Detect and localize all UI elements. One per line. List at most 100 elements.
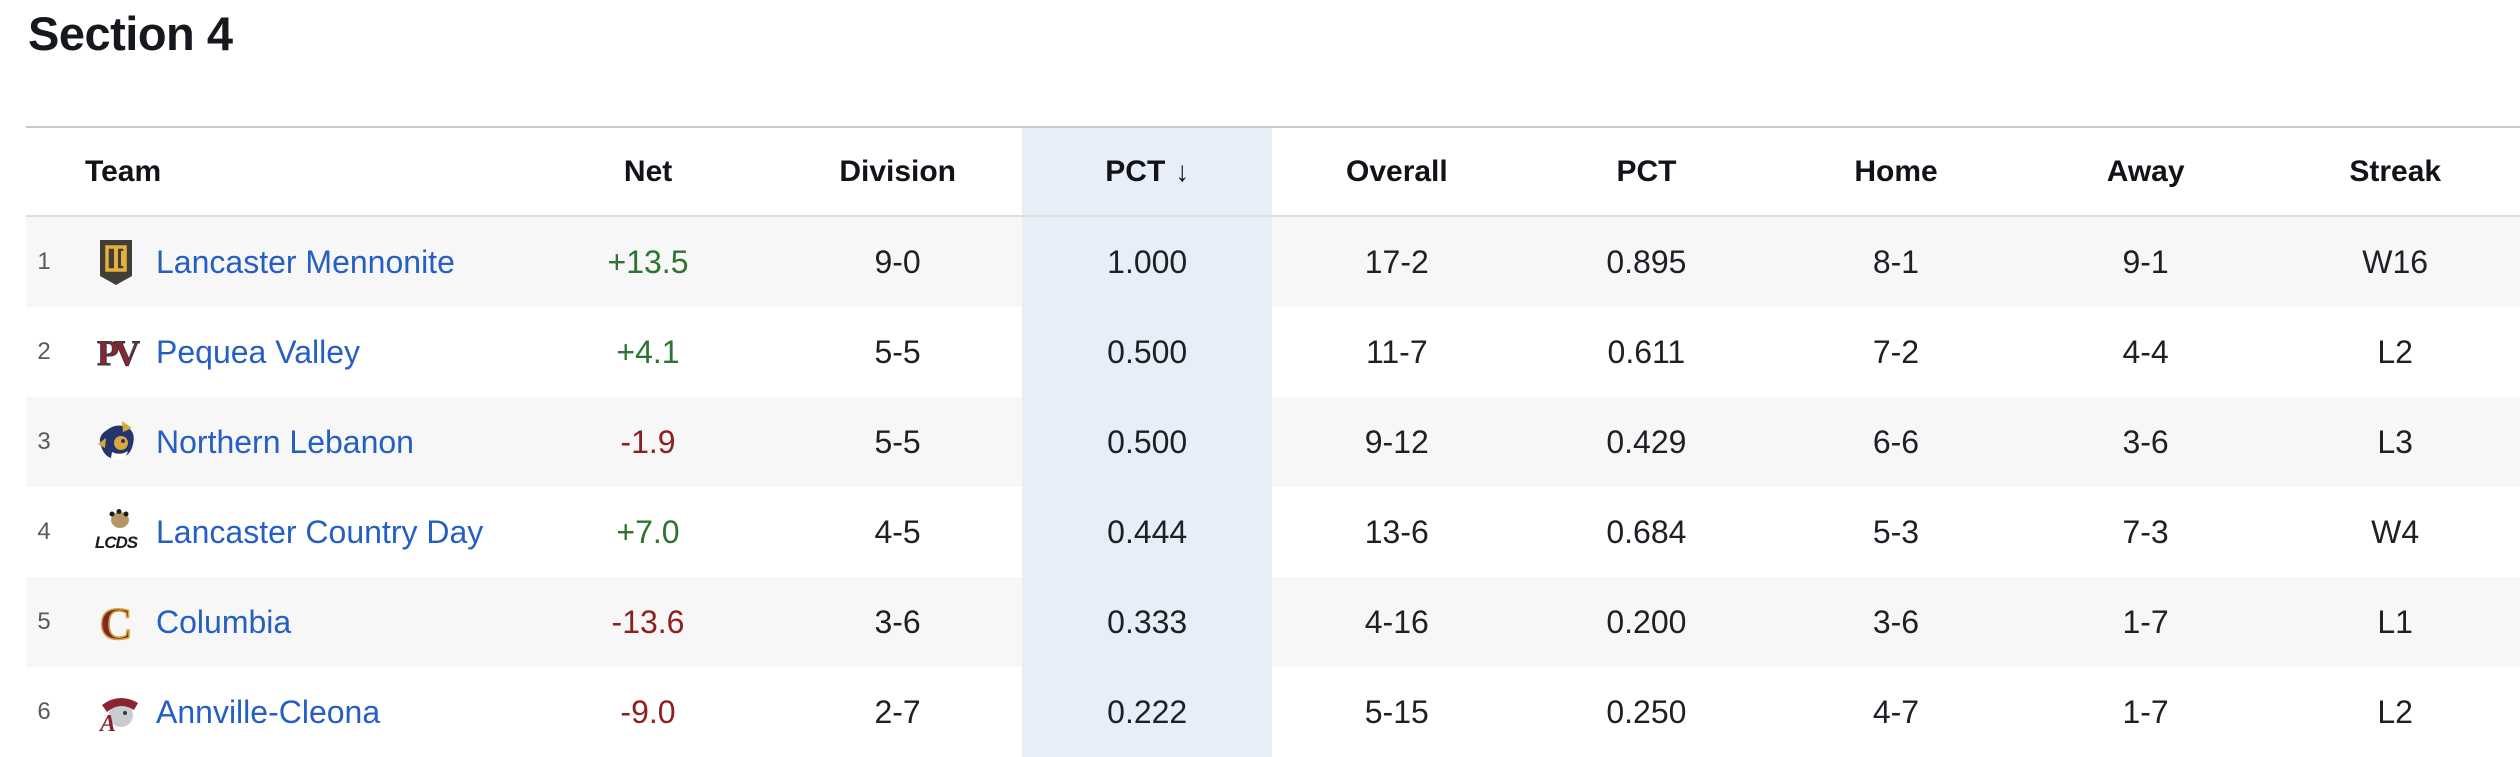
team-cell: 2 PV Pequea Valley bbox=[26, 307, 523, 397]
net-cell: +7.0 bbox=[616, 513, 680, 550]
team-link[interactable]: Pequea Valley bbox=[156, 333, 360, 370]
division-cell: 9-0 bbox=[874, 243, 921, 280]
column-header-streak[interactable]: Streak bbox=[2270, 128, 2520, 215]
team-cell: 5 C Columbia bbox=[26, 577, 523, 667]
column-header-team[interactable]: Team bbox=[26, 128, 523, 215]
home-cell: 3-6 bbox=[1872, 603, 1920, 640]
streak-cell: L2 bbox=[2377, 693, 2413, 730]
team-logo bbox=[92, 238, 140, 286]
team-link[interactable]: Lancaster Mennonite bbox=[156, 243, 455, 280]
column-header-net[interactable]: Net bbox=[523, 128, 773, 215]
net-cell: -13.6 bbox=[611, 603, 685, 640]
pct-cell: 0.333 bbox=[1022, 577, 1272, 667]
away-cell: 7-3 bbox=[2122, 513, 2169, 550]
table-row: 1 Lancaster Mennonite +13.5 9-0 1.000 17-2 0.… bbox=[26, 217, 2520, 307]
overall-pct-cell: 0.895 bbox=[1606, 243, 1687, 280]
home-cell: 8-1 bbox=[1872, 243, 1920, 280]
rank: 1 bbox=[37, 248, 51, 275]
overall-pct-cell: 0.611 bbox=[1607, 333, 1686, 370]
division-cell: 2-7 bbox=[874, 693, 921, 730]
team-link[interactable]: Annville-Cleona bbox=[156, 693, 381, 730]
team-cell: 4 LCDS Lancaster Country Day bbox=[26, 487, 523, 577]
table-body: 1 Lancaster Mennonite +13.5 9-0 1.000 17-2 0.… bbox=[26, 217, 2520, 757]
column-header-label: Team bbox=[85, 154, 162, 188]
overall-pct-cell: 0.200 bbox=[1606, 603, 1687, 640]
column-header-label: PCT bbox=[1616, 154, 1677, 188]
column-header-label: Overall bbox=[1345, 154, 1448, 188]
away-cell: 9-1 bbox=[2122, 243, 2169, 280]
net-cell: +4.1 bbox=[616, 333, 680, 370]
column-header-label: Streak bbox=[2349, 154, 2442, 188]
column-header-label: Net bbox=[623, 154, 673, 188]
division-cell: 4-5 bbox=[874, 513, 921, 550]
home-cell: 4-7 bbox=[1872, 693, 1920, 730]
column-header-label: PCT bbox=[1105, 154, 1166, 188]
team-cell: 6 A Annville-Cleona bbox=[26, 667, 523, 757]
away-cell: 1-7 bbox=[2122, 603, 2169, 640]
streak-cell: W16 bbox=[2362, 243, 2429, 280]
svg-text:PV: PV bbox=[97, 333, 140, 373]
home-cell: 7-2 bbox=[1872, 333, 1920, 370]
overall-pct-cell: 0.250 bbox=[1606, 693, 1687, 730]
division-cell: 3-6 bbox=[874, 603, 921, 640]
overall-cell: 13-6 bbox=[1364, 513, 1429, 550]
column-header-home[interactable]: Home bbox=[1771, 128, 2021, 215]
overall-cell: 4-16 bbox=[1364, 603, 1429, 640]
column-header-overall_pct[interactable]: PCT bbox=[1522, 128, 1772, 215]
column-header-division[interactable]: Division bbox=[773, 128, 1023, 215]
division-cell: 5-5 bbox=[874, 333, 921, 370]
column-header-label: Home bbox=[1854, 154, 1938, 188]
overall-cell: 17-2 bbox=[1364, 243, 1429, 280]
overall-cell: 9-12 bbox=[1364, 423, 1429, 460]
rank: 4 bbox=[37, 518, 51, 545]
overall-cell: 5-15 bbox=[1364, 693, 1429, 730]
streak-cell: L1 bbox=[2377, 603, 2413, 640]
net-cell: +13.5 bbox=[607, 243, 689, 280]
away-cell: 4-4 bbox=[2122, 333, 2169, 370]
overall-pct-cell: 0.429 bbox=[1606, 423, 1687, 460]
standings-table: Team Net Division PCT ↓ Overall PCT Home Away Str… bbox=[26, 126, 2520, 757]
team-logo: LCDS bbox=[92, 508, 140, 556]
rank: 5 bbox=[37, 608, 51, 635]
column-header-overall[interactable]: Overall bbox=[1272, 128, 1522, 215]
away-cell: 1-7 bbox=[2122, 693, 2169, 730]
table-row: 5 C Columbia -13.6 3-6 0.333 4-16 0.200 3-6 1-7 L… bbox=[26, 577, 2520, 667]
table-header-row: Team Net Division PCT ↓ Overall PCT Home Away Str… bbox=[26, 126, 2520, 217]
page-title: Section 4 bbox=[28, 7, 233, 60]
team-logo: C bbox=[92, 598, 140, 646]
column-header-label: Division bbox=[839, 154, 957, 188]
overall-cell: 11-7 bbox=[1365, 333, 1428, 370]
division-cell: 5-5 bbox=[874, 423, 921, 460]
team-link[interactable]: Northern Lebanon bbox=[156, 423, 414, 460]
net-cell: -1.9 bbox=[620, 423, 676, 460]
pct-cell: 0.500 bbox=[1022, 307, 1272, 397]
table-row: 6 A Annville-Cleona -9.0 2-7 0.222 5-15 0.250 4… bbox=[26, 667, 2520, 757]
home-cell: 6-6 bbox=[1872, 423, 1920, 460]
sort-descending-icon: ↓ bbox=[1175, 155, 1190, 187]
team-logo: PV bbox=[92, 328, 141, 376]
pct-cell: 0.222 bbox=[1022, 667, 1272, 757]
pct-cell: 0.444 bbox=[1022, 487, 1272, 577]
svg-text:LCDS: LCDS bbox=[95, 533, 139, 552]
rank: 6 bbox=[37, 698, 51, 725]
rank: 2 bbox=[37, 338, 51, 365]
pct-cell: 0.500 bbox=[1022, 397, 1272, 487]
team-cell: 3 Northern Lebanon bbox=[26, 397, 523, 487]
svg-text:A: A bbox=[98, 711, 116, 736]
streak-cell: L2 bbox=[2377, 333, 2413, 370]
team-link[interactable]: Columbia bbox=[156, 603, 292, 640]
column-header-pct[interactable]: PCT ↓ bbox=[1022, 128, 1273, 215]
home-cell: 5-3 bbox=[1872, 513, 1920, 550]
streak-cell: W4 bbox=[2371, 513, 2420, 550]
rank: 3 bbox=[37, 428, 51, 455]
column-header-away[interactable]: Away bbox=[2021, 128, 2271, 215]
table-row: 4 LCDS Lancaster Country Day +7.0 4-5 0.444 1… bbox=[26, 487, 2520, 577]
team-link[interactable]: Lancaster Country Day bbox=[156, 513, 484, 550]
column-header-label: Away bbox=[2106, 154, 2185, 188]
table-row: 2 PV Pequea Valley +4.1 5-5 0.500 11-7 0.611 7-… bbox=[26, 307, 2520, 397]
pct-cell: 1.000 bbox=[1022, 217, 1272, 307]
team-cell: 1 Lancaster Mennonite bbox=[26, 217, 523, 307]
net-cell: -9.0 bbox=[620, 693, 676, 730]
team-logo: A bbox=[92, 688, 140, 736]
